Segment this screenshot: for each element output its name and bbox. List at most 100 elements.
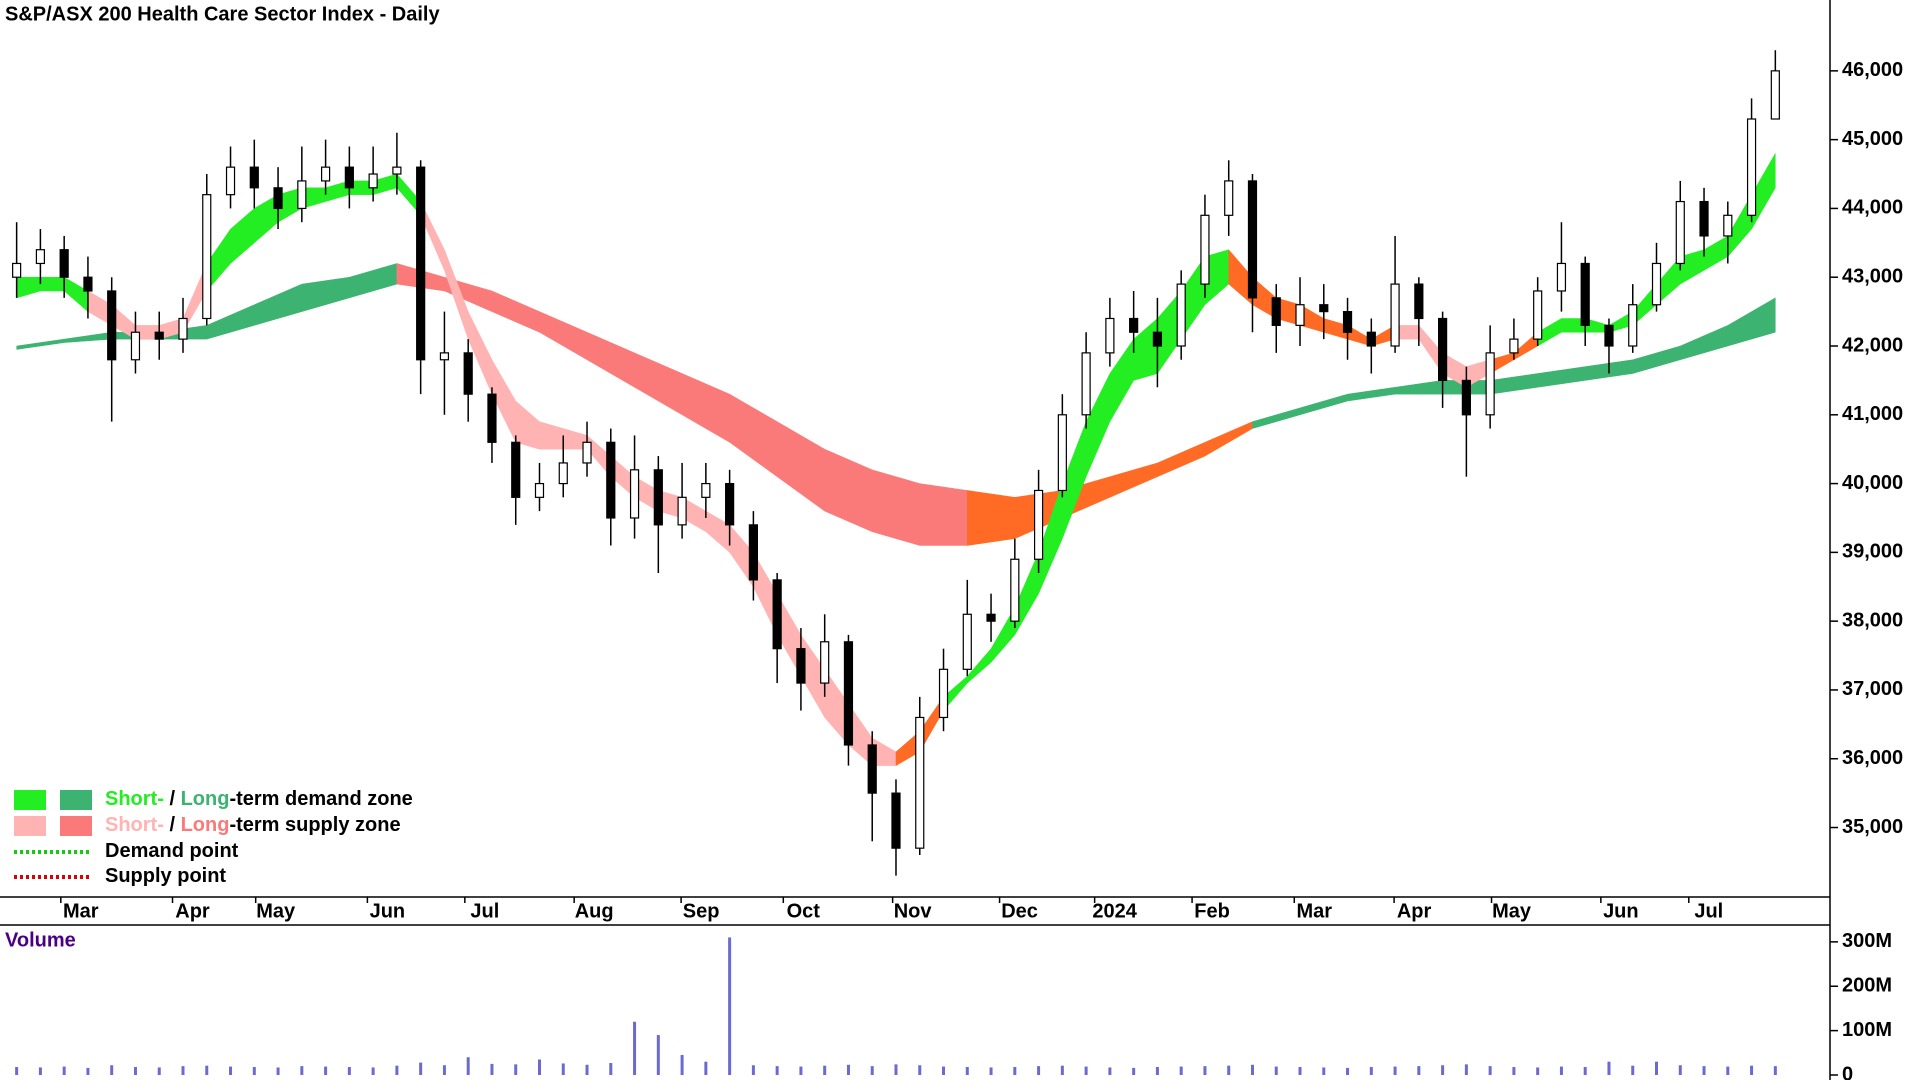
candle-body [1533, 290, 1543, 340]
volume-bar [1441, 1065, 1445, 1075]
legend-text: Long [181, 814, 230, 836]
candle-body [416, 166, 426, 361]
volume-bar [633, 1021, 637, 1075]
y-tick-label: 0 [1842, 1063, 1853, 1080]
legend-text: Long [181, 788, 230, 810]
candle-body [1129, 317, 1139, 333]
candle-body [1390, 283, 1400, 347]
candle-body [867, 744, 877, 794]
candle-body [154, 331, 164, 340]
y-tick-label: 200M [1842, 975, 1892, 997]
y-tick-label: 38,000 [1842, 609, 1903, 631]
legend-swatch [60, 816, 92, 836]
candle-body [701, 482, 711, 498]
volume-bar [1536, 1067, 1540, 1075]
volume-bar [1322, 1067, 1326, 1075]
x-tick-label: Jul [1694, 900, 1723, 922]
volume-bar [490, 1063, 494, 1075]
candle-body [249, 166, 259, 189]
x-tick-label: May [256, 900, 296, 922]
candle-body [534, 482, 545, 498]
legend-swatch [14, 790, 46, 810]
candle-body [725, 482, 735, 526]
candle-body [225, 166, 236, 196]
panel-title: Volume [5, 929, 76, 951]
volume-bar [1583, 1067, 1587, 1075]
candle-body [1105, 317, 1115, 354]
volume-bar [419, 1062, 423, 1075]
volume-bar [371, 1067, 375, 1075]
x-tick-label: 2024 [1092, 900, 1137, 922]
volume-bar [1108, 1067, 1112, 1075]
volume-bar [561, 1063, 565, 1075]
volume-bar [609, 1063, 613, 1075]
volume-bar [205, 1065, 209, 1075]
x-tick-label: Feb [1194, 900, 1230, 922]
volume-bar [1512, 1067, 1516, 1075]
legend-label: Supply point [105, 865, 226, 887]
volume-bar [585, 1064, 589, 1075]
volume-bar [442, 1065, 446, 1075]
candle-body [796, 648, 806, 684]
legend-text: Short- [105, 814, 164, 836]
volume-bar [1203, 1066, 1207, 1075]
x-tick-label: Mar [63, 900, 99, 922]
candle-body [629, 469, 640, 519]
x-tick-label: Sep [683, 900, 720, 922]
y-tick-label: 36,000 [1842, 747, 1903, 769]
candle-body [392, 166, 402, 175]
candle-body [439, 352, 450, 361]
volume-bar [799, 1066, 803, 1075]
legend-text: Demand point [105, 840, 239, 862]
volume-bar [1250, 1064, 1254, 1075]
candle-body [1224, 180, 1234, 216]
volume-bar [229, 1066, 233, 1075]
candle-body [273, 187, 283, 210]
volume-bar [1013, 1067, 1017, 1075]
candle-body [12, 262, 22, 278]
candle-body [1770, 70, 1780, 120]
volume-bar [1417, 1066, 1421, 1075]
legend-text: Supply point [105, 865, 226, 887]
candle-body [59, 249, 69, 278]
volume-bar [1298, 1067, 1302, 1075]
y-tick-label: 39,000 [1842, 541, 1903, 563]
candle-body [1628, 304, 1638, 347]
candle-body [1033, 489, 1044, 560]
volume-bar [466, 1057, 470, 1075]
volume-bar [62, 1066, 66, 1075]
x-tick-label: Dec [1001, 900, 1038, 922]
volume-bar [1464, 1064, 1468, 1075]
x-tick-label: Jun [370, 900, 406, 922]
volume-bar [181, 1066, 185, 1075]
legend-text: / [164, 788, 181, 810]
candle-body [1461, 379, 1471, 416]
candle-body [677, 496, 687, 526]
candle-body [1057, 414, 1067, 492]
candle-body [1651, 262, 1662, 306]
volume-bar [846, 1064, 850, 1075]
volume-bar [1227, 1065, 1231, 1075]
legend-swatch [14, 816, 46, 836]
legend-label: Short- / Long-term supply zone [105, 814, 401, 836]
x-tick-label: May [1492, 900, 1532, 922]
candle-body [558, 462, 568, 485]
candle-body [1556, 262, 1567, 292]
volume-bar [1369, 1067, 1373, 1075]
volume-bar [942, 1066, 946, 1075]
candle-body [1414, 283, 1424, 320]
volume-bar [1037, 1066, 1041, 1075]
candle-body [606, 441, 616, 519]
volume-bar [38, 1067, 42, 1075]
volume-bar [1655, 1061, 1659, 1075]
candle-body [511, 441, 521, 498]
candle-body [368, 173, 378, 189]
x-tick-label: Mar [1296, 900, 1332, 922]
volume-bar [1678, 1065, 1682, 1075]
candle-body [83, 276, 93, 292]
candle-body [962, 613, 972, 670]
volume-bar [918, 1065, 922, 1075]
candle-body [986, 613, 996, 622]
